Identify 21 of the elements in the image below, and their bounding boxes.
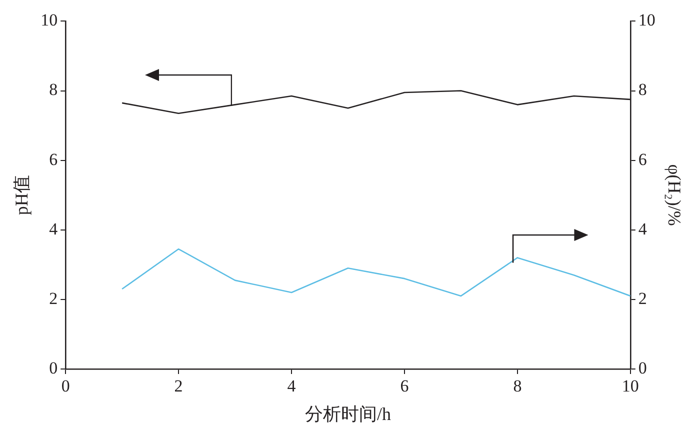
x-tick-label: 8 — [513, 376, 522, 396]
y-tick-label: 0 — [49, 358, 58, 378]
x-tick-label: 6 — [400, 376, 409, 396]
x-tick-label: 4 — [287, 376, 296, 396]
x-tick-label: 2 — [174, 376, 183, 396]
x-axis-title: 分析时间/h — [304, 404, 392, 424]
y2-tick-label: 10 — [638, 10, 656, 30]
y2-tick-label: 2 — [638, 288, 647, 308]
y-tick-label: 2 — [49, 288, 58, 308]
y2-tick-label: 8 — [638, 80, 647, 100]
x-tick-label: 0 — [61, 376, 70, 396]
y2-tick-label: 4 — [638, 219, 648, 238]
y-axis-title: pH值 — [12, 175, 32, 216]
y-tick-label: 8 — [49, 80, 58, 100]
y-tick-label: 6 — [49, 150, 58, 169]
y-tick-label: 4 — [49, 219, 58, 238]
y-tick-label: 10 — [40, 10, 58, 30]
y2-axis-title: φ(H₂)/% — [664, 164, 684, 226]
x-tick-label: 10 — [622, 376, 639, 396]
y2-tick-label: 6 — [638, 150, 647, 169]
y2-tick-label: 0 — [638, 358, 647, 378]
